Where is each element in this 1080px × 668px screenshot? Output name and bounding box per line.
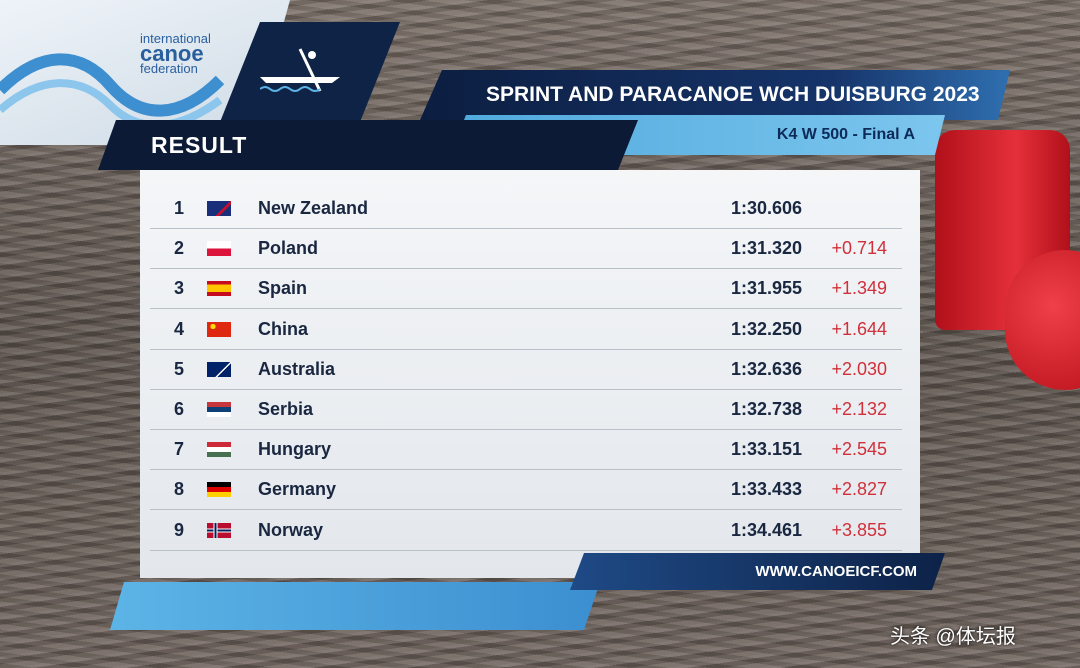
country: Australia bbox=[258, 358, 336, 379]
time: 1:30.606 bbox=[730, 198, 802, 218]
result-row: 5 Australia 1:32.636 +2.030 bbox=[150, 349, 902, 390]
time: 1:32.250 bbox=[730, 318, 802, 339]
flag bbox=[207, 321, 231, 337]
time: 1:34.461 bbox=[730, 519, 802, 540]
time-behind: +2.030 bbox=[831, 358, 887, 379]
title-bar: SPRINT AND PARACANOE WCH DUISBURG 2023 bbox=[420, 70, 1010, 120]
event: K4 W 500 - Final A bbox=[776, 126, 915, 143]
time-behind: +1.644 bbox=[831, 318, 887, 339]
rank: 3 bbox=[173, 278, 184, 299]
logo-text: federation bbox=[140, 61, 198, 76]
time: 1:33.433 bbox=[730, 479, 802, 500]
country: Norway bbox=[258, 519, 324, 540]
watermark: 头条 @体坛报 bbox=[890, 626, 1016, 648]
time: 1:32.636 bbox=[730, 358, 802, 379]
rank: 1 bbox=[173, 198, 184, 218]
country: New Zealand bbox=[258, 198, 369, 218]
rank: 7 bbox=[173, 439, 184, 460]
flag bbox=[207, 281, 231, 297]
country: China bbox=[258, 318, 309, 339]
rank: 2 bbox=[173, 238, 184, 259]
time-behind: +2.132 bbox=[831, 399, 887, 419]
logo-text: international bbox=[140, 31, 211, 46]
bottom-bar bbox=[110, 582, 600, 630]
buoy bbox=[1005, 250, 1080, 390]
rank: 9 bbox=[173, 519, 184, 540]
flag bbox=[207, 241, 231, 257]
time: 1:32.738 bbox=[730, 399, 802, 419]
result-row: 6 Serbia 1:32.738 +2.132 bbox=[150, 389, 902, 430]
country: Spain bbox=[258, 278, 308, 299]
result-row: 2 Poland 1:31.320 +0.714 bbox=[150, 228, 902, 270]
result-row: 9 Norway 1:34.461 +3.855 bbox=[150, 510, 902, 551]
canoe-icon bbox=[260, 48, 340, 92]
result-bar: RESULT bbox=[98, 120, 638, 170]
url: WWW.CANOEICF.COM bbox=[755, 563, 917, 580]
result-row: 3 Spain 1:31.955 +1.349 bbox=[150, 268, 902, 310]
rank: 4 bbox=[173, 318, 184, 339]
time-behind: +2.827 bbox=[831, 479, 887, 500]
time-behind: +2.545 bbox=[831, 439, 887, 460]
country: Germany bbox=[258, 479, 337, 500]
flag bbox=[207, 201, 231, 216]
url-bar: WWW.CANOEICF.COM bbox=[570, 553, 945, 590]
rank: 6 bbox=[173, 399, 184, 419]
country: Poland bbox=[258, 238, 319, 259]
result-row: 8 Germany 1:33.433 +2.827 bbox=[150, 469, 902, 511]
flag bbox=[207, 402, 231, 417]
time-behind: +3.855 bbox=[831, 519, 887, 540]
flag bbox=[207, 361, 231, 377]
result-row: 7 Hungary 1:33.151 +2.545 bbox=[150, 429, 902, 471]
country: Hungary bbox=[258, 439, 332, 460]
logo-text: canoe bbox=[140, 41, 204, 66]
result-row: 1 New Zealand 1:30.606 bbox=[150, 188, 902, 229]
time: 1:31.320 bbox=[730, 238, 802, 259]
flag bbox=[207, 482, 231, 498]
time-behind: +0.714 bbox=[831, 238, 887, 259]
time: 1:31.955 bbox=[730, 278, 802, 299]
country: Serbia bbox=[258, 399, 314, 419]
rank: 5 bbox=[173, 358, 184, 379]
flag bbox=[207, 522, 231, 538]
title: SPRINT AND PARACANOE WCH DUISBURG 2023 bbox=[486, 83, 980, 106]
flag bbox=[207, 442, 231, 458]
time-behind: +1.349 bbox=[831, 278, 887, 299]
rank: 8 bbox=[173, 479, 184, 500]
result-row: 4 China 1:32.250 +1.644 bbox=[150, 309, 902, 350]
section-label: RESULT bbox=[151, 131, 248, 158]
time: 1:33.151 bbox=[730, 439, 802, 460]
